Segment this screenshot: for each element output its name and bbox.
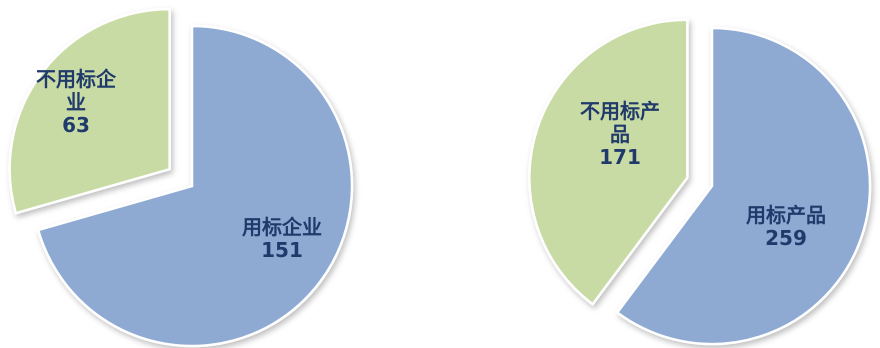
pie-slice (615, 26, 872, 346)
slice-label: 用标企业 151 (242, 215, 322, 262)
pie-chart-1: 不用标企业 63 用标企业 151 (8, 7, 354, 348)
slice-label: 不用标企业 63 (36, 67, 117, 137)
pie-slice (528, 18, 689, 306)
slice-label: 不用标产品 171 (580, 99, 660, 169)
pie-slice (8, 7, 171, 215)
slice-label: 用标产品 259 (746, 203, 826, 250)
pie-slice (36, 24, 354, 348)
pie-chart-2: 不用标产品 171 用标产品 259 (528, 18, 872, 346)
